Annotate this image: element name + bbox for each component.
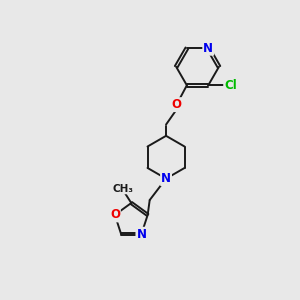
- Text: N: N: [203, 42, 213, 55]
- Text: O: O: [172, 98, 182, 111]
- Text: N: N: [161, 172, 171, 185]
- Text: N: N: [136, 228, 146, 241]
- Text: Cl: Cl: [224, 79, 237, 92]
- Text: O: O: [110, 208, 120, 221]
- Text: CH₃: CH₃: [112, 184, 134, 194]
